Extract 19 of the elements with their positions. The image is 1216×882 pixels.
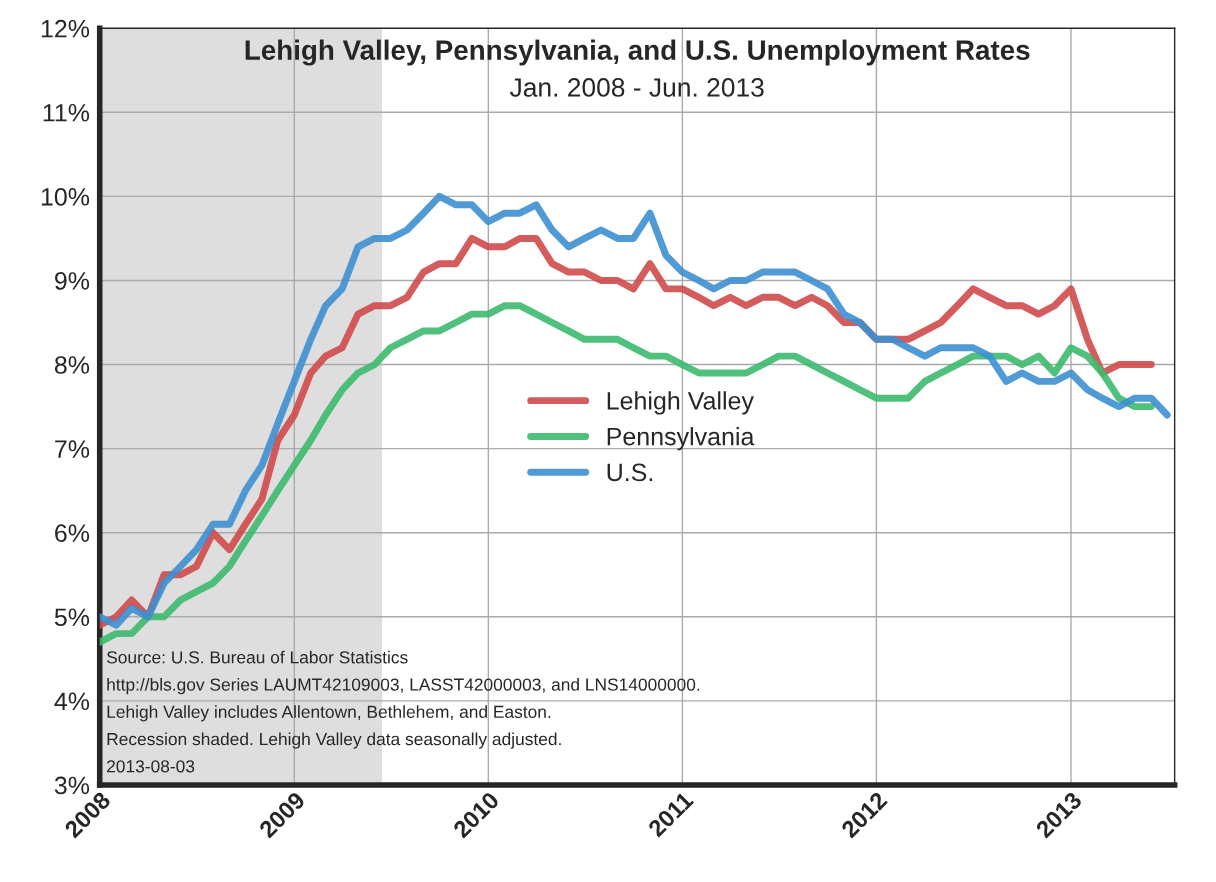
y-tick-label: 5% [54, 608, 90, 627]
y-tick-label: 11% [43, 104, 90, 122]
y-tick-label: 7% [55, 440, 90, 458]
annotation: http://bls.gov Series LAUMT42109003, LASST42000003, and LNS14000000. [107, 677, 700, 695]
legend-label: U.S. [607, 463, 653, 482]
legend-label: Pennsylvania [607, 427, 755, 451]
annotation: Recession shaded. Lehigh Valley data seasonally adjusted. [107, 732, 561, 749]
chart-title: Lehigh Valley, Pennsylvania, and U.S. Unemployment Rates [245, 39, 1030, 66]
annotation: Source: U.S. Bureau of Labor Statistics [106, 650, 408, 664]
y-tick-label: 9% [55, 272, 90, 290]
y-tick-label: 8% [54, 356, 90, 374]
y-tick-label: 12% [41, 19, 90, 38]
text: Jan. 2008 - Jun. 2013 [509, 78, 764, 97]
annotation: 2013-08-03 [107, 760, 195, 773]
legend-label: Lehigh Valley [607, 391, 754, 415]
y-tick-label: 4% [54, 692, 90, 711]
y-tick-label: 10% [41, 187, 90, 206]
y-tick-label: 6% [55, 524, 90, 543]
annotation: Lehigh Valley includes Allentown, Bethlehem, and Easton. [107, 705, 551, 722]
